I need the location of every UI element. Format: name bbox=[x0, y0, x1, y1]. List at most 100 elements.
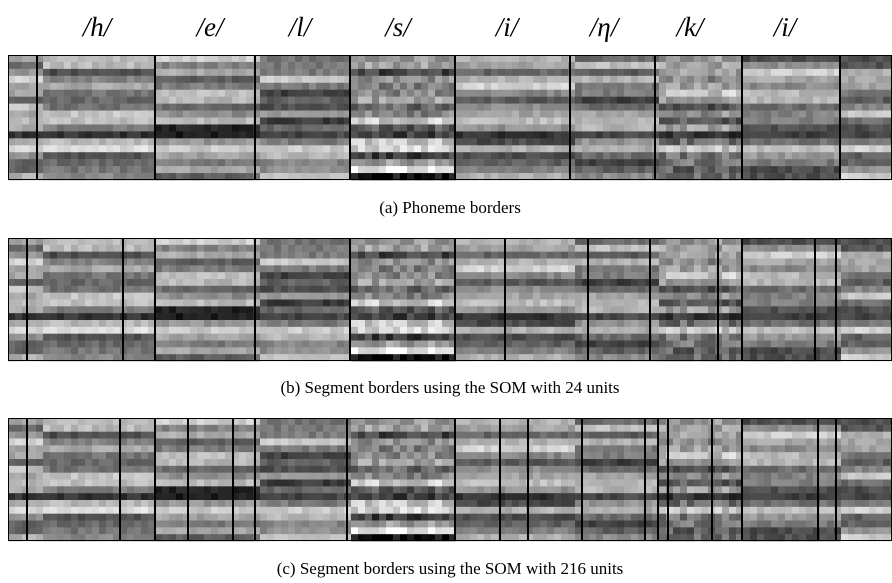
spectrogram-cell bbox=[78, 486, 85, 493]
spectrogram-cell bbox=[57, 466, 64, 473]
spectrogram-cell bbox=[71, 507, 78, 514]
spectrogram-cell bbox=[351, 279, 358, 286]
spectrogram-cell bbox=[680, 272, 687, 279]
spectrogram-cell bbox=[127, 341, 134, 348]
spectrogram-cell bbox=[596, 159, 603, 166]
spectrogram-cell bbox=[757, 90, 764, 97]
spectrogram-cell bbox=[29, 334, 36, 341]
spectrogram-cell bbox=[99, 265, 106, 272]
spectrogram-cell bbox=[274, 252, 281, 259]
spectrogram-cell bbox=[792, 259, 799, 266]
spectrogram-cell bbox=[624, 145, 631, 152]
spectrogram-cell bbox=[393, 300, 400, 307]
spectrogram-cell bbox=[428, 124, 435, 131]
spectrogram-cell bbox=[764, 97, 771, 104]
spectrogram-cell bbox=[659, 238, 666, 245]
spectrogram-cell bbox=[554, 313, 561, 320]
spectrogram-cell bbox=[43, 138, 50, 145]
spectrogram-cell bbox=[617, 104, 624, 111]
spectrogram-cell bbox=[127, 97, 134, 104]
spectrogram-cell bbox=[260, 327, 267, 334]
spectrogram-cell bbox=[750, 245, 757, 252]
spectrogram-cell bbox=[533, 76, 540, 83]
spectrogram-cell bbox=[386, 83, 393, 90]
spectrogram-cell bbox=[225, 55, 232, 62]
spectrogram-cell bbox=[526, 245, 533, 252]
spectrogram-cell bbox=[547, 145, 554, 152]
spectrogram-cell bbox=[134, 90, 141, 97]
spectrogram-cell bbox=[771, 55, 778, 62]
spectrogram-cell bbox=[806, 62, 813, 69]
spectrogram-cell bbox=[386, 90, 393, 97]
spectrogram-cell bbox=[883, 347, 890, 354]
spectrogram-cell bbox=[575, 265, 582, 272]
spectrogram-cell bbox=[78, 473, 85, 480]
spectrogram-cell bbox=[638, 341, 645, 348]
spectrogram-cell bbox=[533, 272, 540, 279]
spectrogram-cell bbox=[540, 55, 547, 62]
spectrogram-cell bbox=[323, 320, 330, 327]
spectrogram-cell bbox=[883, 76, 890, 83]
spectrogram-cell bbox=[393, 334, 400, 341]
spectrogram-cell bbox=[57, 279, 64, 286]
spectrogram-cell bbox=[442, 145, 449, 152]
spectrogram-cell bbox=[729, 76, 736, 83]
spectrogram-cell bbox=[589, 341, 596, 348]
spectrogram-cell bbox=[680, 111, 687, 118]
spectrogram-cell bbox=[295, 341, 302, 348]
spectrogram-cell bbox=[267, 166, 274, 173]
spectrogram-cell bbox=[316, 90, 323, 97]
spectrogram-cell bbox=[197, 286, 204, 293]
spectrogram-cell bbox=[218, 259, 225, 266]
spectrogram-cell bbox=[232, 166, 239, 173]
spectrogram-cell bbox=[64, 152, 71, 159]
spectrogram-cell bbox=[610, 97, 617, 104]
spectrogram-cell bbox=[666, 252, 673, 259]
spectrogram-cell bbox=[176, 341, 183, 348]
spectrogram-cell bbox=[281, 272, 288, 279]
spectrogram-cell bbox=[771, 341, 778, 348]
spectrogram-cell bbox=[484, 69, 491, 76]
spectrogram-cell bbox=[36, 252, 43, 259]
spectrogram-cell bbox=[260, 152, 267, 159]
spectrogram-cell bbox=[309, 265, 316, 272]
spectrogram-cell bbox=[694, 334, 701, 341]
spectrogram-cell bbox=[141, 131, 148, 138]
spectrogram-cell bbox=[99, 259, 106, 266]
spectrogram-cell bbox=[428, 166, 435, 173]
spectrogram-cell bbox=[141, 76, 148, 83]
spectrogram-cell bbox=[379, 259, 386, 266]
spectrogram-cell bbox=[659, 347, 666, 354]
spectrogram-cell bbox=[771, 279, 778, 286]
spectrogram-cell bbox=[50, 425, 57, 432]
spectrogram-cell bbox=[295, 118, 302, 125]
spectrogram-cell bbox=[813, 76, 820, 83]
spectrogram-cell bbox=[71, 347, 78, 354]
spectrogram-cell bbox=[820, 145, 827, 152]
spectrogram-cell bbox=[477, 76, 484, 83]
spectrogram-cell bbox=[715, 124, 722, 131]
spectrogram-cell bbox=[106, 272, 113, 279]
spectrogram-cell bbox=[757, 69, 764, 76]
spectrogram-cell bbox=[358, 83, 365, 90]
spectrogram-cell bbox=[57, 90, 64, 97]
spectrogram-cell bbox=[428, 76, 435, 83]
spectrogram-cell bbox=[29, 259, 36, 266]
spectrogram-cell bbox=[799, 272, 806, 279]
spectrogram-cell bbox=[183, 320, 190, 327]
spectrogram-cell bbox=[442, 306, 449, 313]
spectrogram-cell bbox=[547, 90, 554, 97]
spectrogram-cell bbox=[29, 124, 36, 131]
spectrogram-cell bbox=[729, 327, 736, 334]
spectrogram-cell bbox=[841, 62, 848, 69]
spectrogram-cell bbox=[484, 245, 491, 252]
spectrogram-cell bbox=[722, 286, 729, 293]
spectrogram-cell bbox=[379, 69, 386, 76]
spectrogram-cell bbox=[99, 300, 106, 307]
spectrogram-cell bbox=[589, 90, 596, 97]
spectrogram-cell bbox=[421, 279, 428, 286]
spectrogram-cell bbox=[141, 452, 148, 459]
spectrogram-cell bbox=[141, 425, 148, 432]
spectrogram-cell bbox=[526, 62, 533, 69]
spectrogram-cell bbox=[50, 334, 57, 341]
